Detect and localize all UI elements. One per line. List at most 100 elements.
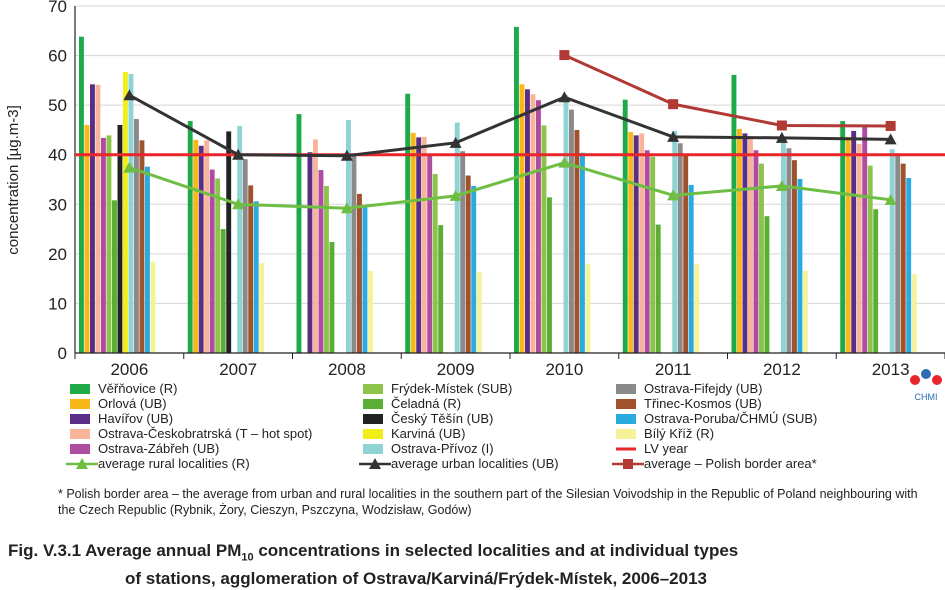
caption-line2: of stations, agglomeration of Ostrava/Ka… (125, 569, 707, 589)
triangle-marker (123, 89, 136, 101)
bar (465, 175, 471, 353)
average-lines (75, 50, 945, 214)
bar (368, 270, 373, 353)
legend-label: Ostrava-Fifejdy (UB) (644, 381, 762, 396)
legend-swatch (616, 384, 636, 394)
y-tick-label: 60 (48, 47, 67, 66)
bar (786, 148, 792, 353)
bar (644, 150, 650, 353)
triangle-marker (369, 458, 381, 469)
bar (753, 150, 759, 353)
bar (840, 121, 846, 354)
triangle-marker (232, 148, 245, 160)
bar (405, 93, 411, 354)
square-marker (668, 99, 679, 110)
bar (204, 140, 210, 353)
bar (748, 138, 753, 353)
bar (90, 84, 95, 353)
triangle-marker (884, 193, 897, 205)
bar (112, 200, 117, 353)
legend-label: Ostrava-Přívoz (I) (391, 441, 494, 456)
bar (519, 84, 525, 353)
bar (117, 124, 123, 353)
x-tick-label: 2011 (655, 360, 692, 379)
bar (764, 216, 770, 353)
legend-label: LV year (644, 441, 689, 456)
bar (731, 74, 737, 353)
bar (797, 179, 803, 353)
legend-swatch (616, 399, 636, 409)
caption-line1-suffix: concentrations in selected localities an… (253, 541, 739, 560)
legend-label: Věřňovice (R) (98, 381, 177, 396)
bar (427, 155, 433, 353)
legend-swatch (70, 399, 90, 409)
bar (781, 137, 786, 353)
bar (150, 261, 156, 353)
bar (296, 114, 302, 354)
caption-prefix: Fig. V.3.1 Average annual PM (8, 541, 242, 560)
legend-label: Bílý Kříž (R) (644, 426, 714, 441)
bar (438, 225, 444, 353)
y-tick-label: 70 (48, 0, 67, 16)
y-tick-label: 10 (48, 294, 67, 313)
bar (792, 160, 797, 353)
y-tick-label: 50 (48, 96, 67, 115)
y-axis-label: concentration [µg.m-3] (5, 105, 22, 255)
triangle-marker (340, 202, 353, 214)
bar (803, 270, 808, 353)
legend-swatch (363, 429, 383, 439)
triangle-marker (76, 458, 88, 469)
bar (253, 201, 259, 353)
bar (362, 206, 368, 353)
bar (346, 120, 351, 353)
bar (889, 149, 895, 353)
bar (324, 185, 329, 353)
bar (410, 132, 416, 353)
logo-dot (932, 375, 942, 385)
legend-label: Frýdek-Místek (SUB) (391, 381, 512, 396)
bar (95, 84, 101, 353)
average-line (563, 53, 891, 128)
legend-swatch (363, 414, 383, 424)
triangle-marker (449, 189, 462, 201)
triangle-marker (123, 161, 136, 173)
bar (563, 95, 569, 353)
axes: 0 10 20 30 40 50 60 70 2006 2007 2008 2009 2010 2011 2… (48, 0, 945, 379)
legend-swatch (363, 399, 383, 409)
bar (569, 109, 574, 354)
bar (536, 100, 541, 353)
average-line (128, 161, 891, 210)
legend-label: Orlová (UB) (98, 396, 167, 411)
square-marker (885, 120, 896, 131)
bar (242, 159, 248, 353)
bar (101, 137, 106, 353)
bar (351, 155, 357, 353)
bar (650, 156, 656, 353)
x-tick-label: 2013 (872, 360, 910, 379)
bar (547, 197, 552, 353)
bar (677, 143, 683, 353)
triangle-marker (667, 189, 680, 201)
triangle-marker (667, 130, 680, 142)
logo-text: CHMI (915, 392, 938, 402)
bar (873, 209, 879, 353)
bar (694, 264, 700, 353)
chart: 0 10 20 30 40 50 60 70 2006 2007 2008 2009 2010 2011 2… (5, 0, 945, 471)
bar (193, 139, 199, 353)
legend-label: Ostrava-Českobratrská (T – hot spot) (98, 426, 312, 441)
bar (329, 241, 335, 353)
bar (628, 131, 634, 353)
bar (759, 163, 764, 353)
bar (432, 174, 438, 353)
bar (215, 178, 221, 353)
bar (318, 170, 324, 353)
legend-swatch (363, 384, 383, 394)
legend-label: Český Těšín (UB) (391, 411, 493, 426)
square-marker (776, 120, 787, 131)
bar (911, 274, 917, 353)
legend-swatch (616, 414, 636, 424)
bar (460, 151, 466, 353)
bar (421, 136, 427, 353)
legend-swatch (616, 429, 636, 439)
legend-label: Karviná (UB) (391, 426, 465, 441)
